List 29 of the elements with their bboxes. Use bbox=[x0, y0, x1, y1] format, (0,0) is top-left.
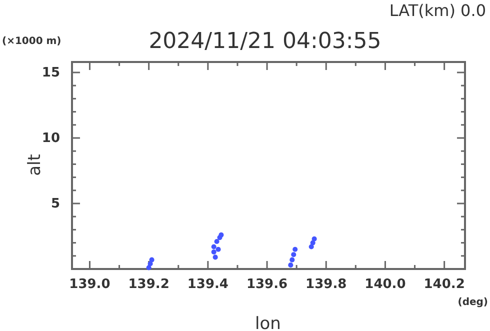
point bbox=[288, 262, 294, 268]
y-axis-title: alt bbox=[25, 154, 45, 176]
x-tick-label: 139.2 bbox=[128, 277, 170, 292]
y-tick-label: 5 bbox=[50, 196, 60, 212]
x-axis-title: lon bbox=[255, 314, 281, 331]
x-tick-label: 139.4 bbox=[187, 277, 228, 292]
y-tick-label: 15 bbox=[42, 66, 60, 81]
y-tick-label: 10 bbox=[42, 131, 60, 146]
chart-subtitle: LAT(km) 0.0 bbox=[389, 1, 486, 20]
point bbox=[312, 236, 317, 242]
point bbox=[149, 257, 154, 262]
x-tick-label: 140.0 bbox=[364, 277, 406, 292]
point bbox=[214, 238, 220, 244]
chart-title: 2024/11/21 04:03:55 bbox=[148, 29, 382, 54]
point bbox=[211, 244, 216, 250]
point bbox=[290, 257, 295, 262]
text: (deg) bbox=[458, 297, 488, 308]
text: (×1000 m) bbox=[2, 36, 62, 47]
x-tick-label: 139.8 bbox=[306, 277, 347, 292]
point bbox=[216, 246, 221, 252]
point bbox=[308, 244, 314, 250]
point bbox=[218, 232, 224, 238]
x-tick-label: 139.0 bbox=[69, 277, 110, 292]
point bbox=[212, 254, 218, 260]
x-tick-label: 140.2 bbox=[424, 277, 465, 292]
point bbox=[211, 249, 216, 254]
point bbox=[292, 246, 298, 252]
point bbox=[291, 252, 296, 258]
x-tick-label: 139.6 bbox=[246, 277, 288, 292]
